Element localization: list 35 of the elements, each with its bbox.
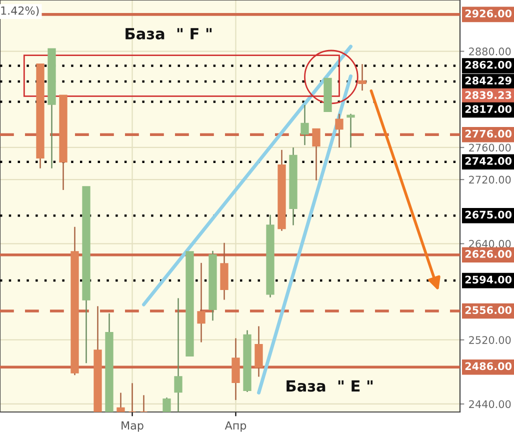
candlestick bbox=[312, 128, 320, 181]
candlestick bbox=[300, 104, 309, 146]
ref-line-label: 2842.29 bbox=[465, 76, 512, 85]
ref-line-label: 2817.00 bbox=[465, 105, 512, 114]
text: 2839.23 bbox=[465, 91, 512, 100]
ref-line-label: 2675.00 bbox=[465, 210, 512, 219]
candlestick bbox=[174, 298, 182, 412]
ref-line-label: 2926.00 bbox=[465, 10, 512, 18]
annotation: База " E " bbox=[286, 380, 373, 392]
y-tick-label: 2520.00 bbox=[469, 336, 511, 344]
candlestick bbox=[346, 113, 355, 148]
ref-line-label: 2626.00 bbox=[465, 250, 512, 258]
candlestick bbox=[116, 392, 125, 412]
candlestick bbox=[128, 382, 136, 412]
y-tick-label: 2760.00 bbox=[469, 144, 511, 152]
candlestick bbox=[335, 113, 344, 148]
candlestick bbox=[140, 394, 148, 412]
annotation: 1.42%) bbox=[1, 6, 39, 16]
y-tick-label: 2880.00 bbox=[469, 48, 511, 56]
candlestick bbox=[197, 262, 206, 343]
ref-line-label: 2776.00 bbox=[465, 130, 512, 138]
x-tick-label: Апр bbox=[224, 421, 246, 432]
ref-line-label: 2862.00 bbox=[465, 60, 512, 69]
ref-line-label: 2556.00 bbox=[465, 306, 512, 314]
ref-line-label: 2742.00 bbox=[465, 157, 512, 165]
y-tick-label: 2440.00 bbox=[469, 400, 511, 408]
candlestick bbox=[162, 396, 171, 412]
ref-line-label: 2594.00 bbox=[465, 276, 512, 284]
y-tick-label: 2640.00 bbox=[469, 240, 511, 248]
candlestick bbox=[358, 64, 366, 92]
candlestick bbox=[254, 326, 263, 378]
x-tick-label: Мар bbox=[122, 421, 144, 432]
y-tick-label: 2720.00 bbox=[469, 176, 511, 184]
annotation: База " F " bbox=[126, 28, 212, 40]
ref-line-label: 2486.00 bbox=[465, 362, 512, 370]
